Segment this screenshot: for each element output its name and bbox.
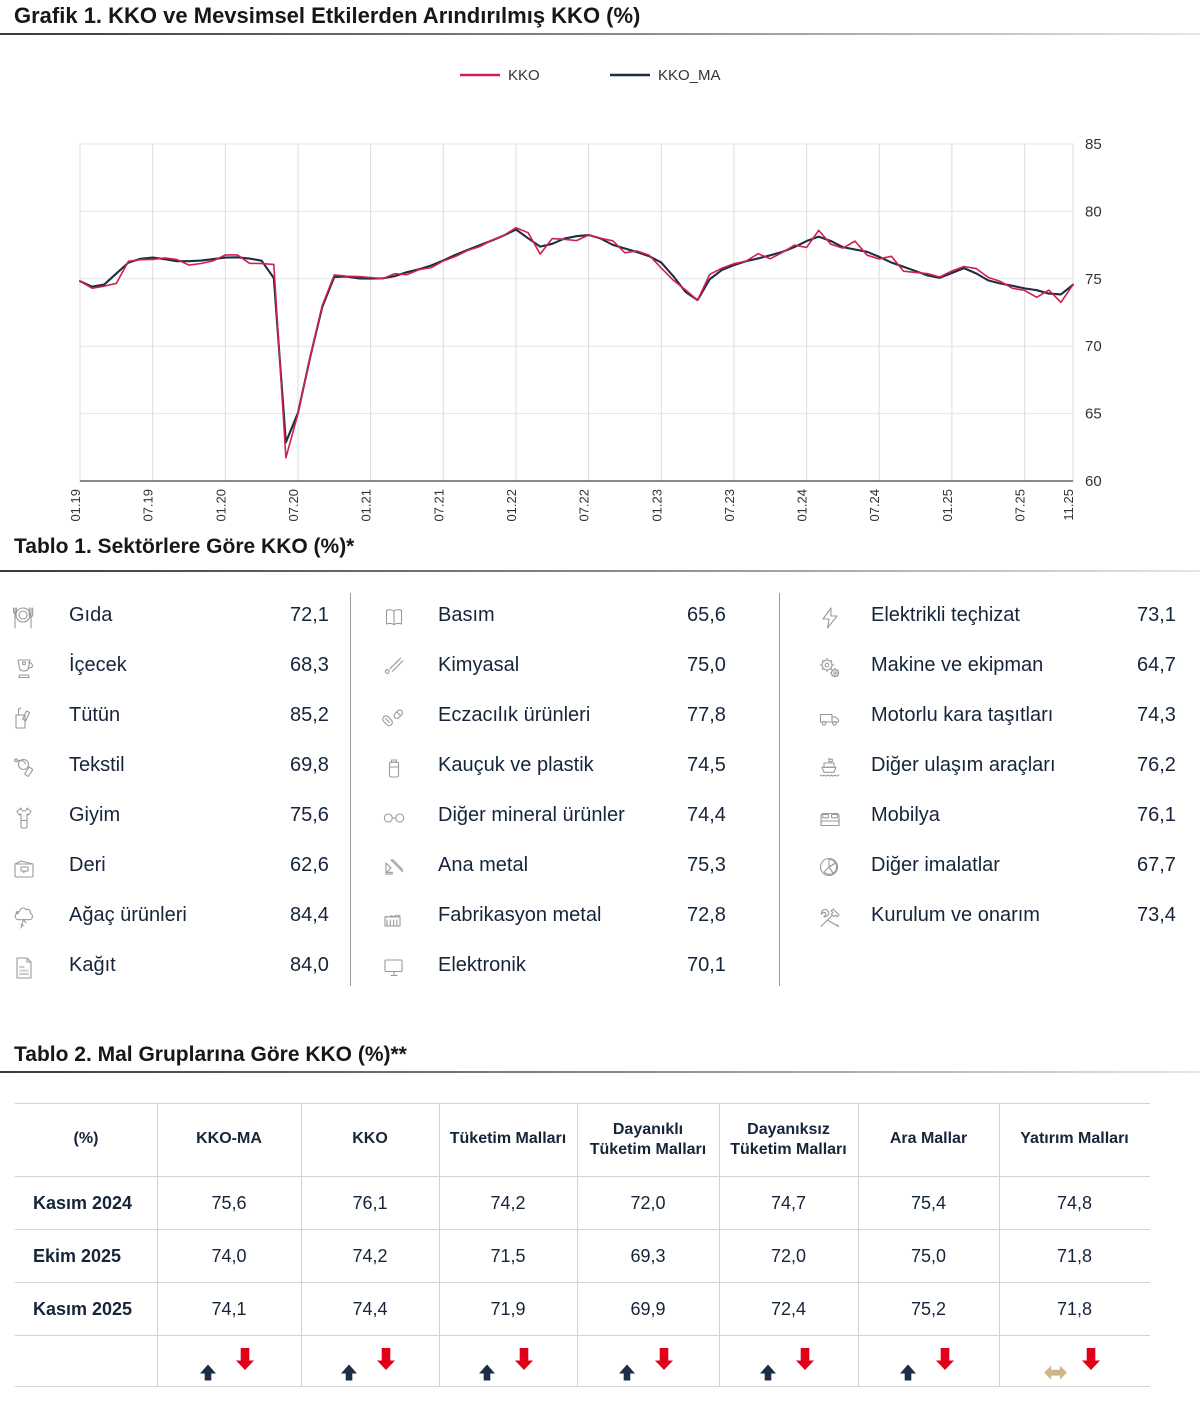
svg-text:KKO: KKO — [508, 67, 540, 84]
svg-text:65: 65 — [1085, 406, 1102, 423]
svg-text:01.23: 01.23 — [649, 489, 664, 522]
svg-text:11.25: 11.25 — [1061, 489, 1076, 521]
svg-text:07.23: 07.23 — [722, 489, 737, 522]
svg-text:07.25: 07.25 — [1013, 489, 1028, 522]
svg-text:01.25: 01.25 — [940, 489, 955, 522]
svg-text:07.21: 07.21 — [431, 489, 446, 522]
svg-text:01.21: 01.21 — [359, 489, 374, 522]
svg-text:01.20: 01.20 — [213, 489, 228, 522]
svg-text:75: 75 — [1085, 271, 1102, 288]
svg-text:07.19: 07.19 — [141, 489, 156, 522]
svg-text:01.22: 01.22 — [504, 489, 519, 522]
svg-text:07.20: 07.20 — [286, 489, 301, 522]
svg-text:07.24: 07.24 — [867, 489, 882, 522]
svg-text:70: 70 — [1085, 338, 1102, 355]
svg-text:01.19: 01.19 — [68, 489, 83, 522]
svg-text:KKO_MA: KKO_MA — [658, 67, 721, 84]
svg-text:01.24: 01.24 — [795, 489, 810, 522]
svg-text:80: 80 — [1085, 203, 1102, 220]
svg-text:60: 60 — [1085, 473, 1102, 490]
svg-text:85: 85 — [1085, 136, 1102, 153]
svg-text:07.22: 07.22 — [577, 489, 592, 522]
